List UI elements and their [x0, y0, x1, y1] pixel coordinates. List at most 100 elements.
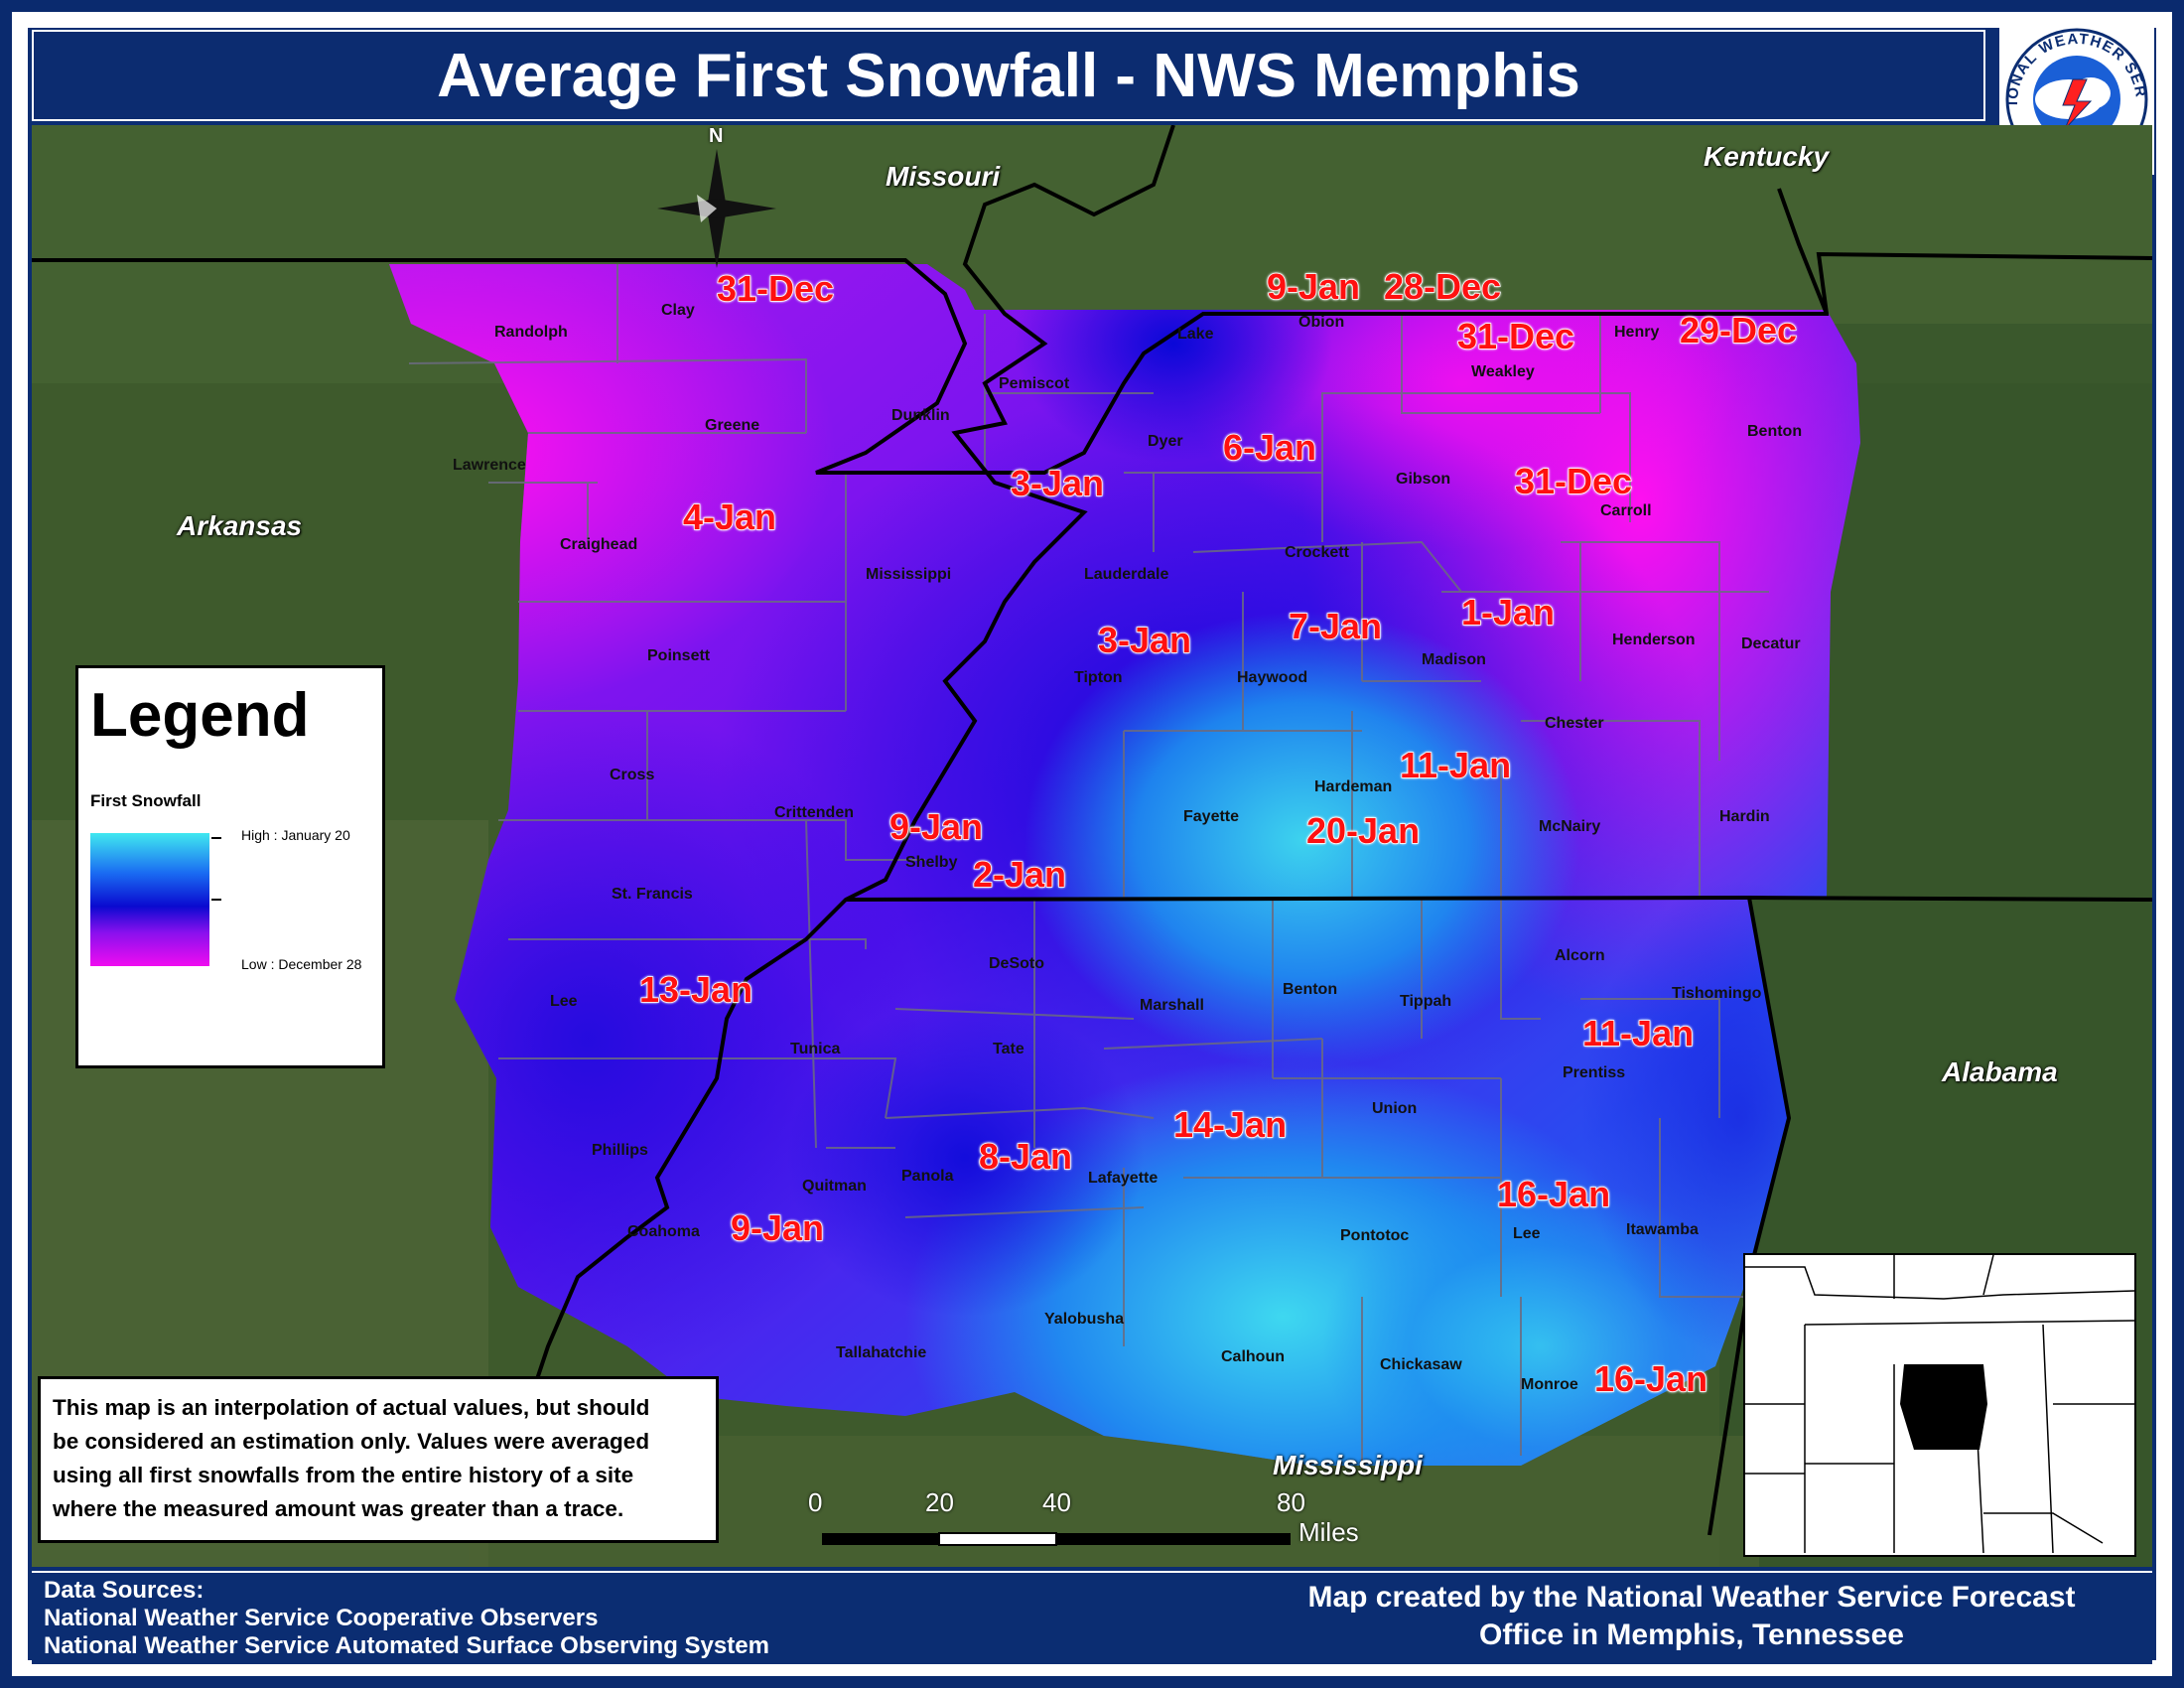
source-line: National Weather Service Cooperative Obs… [44, 1605, 599, 1631]
state-label-mississippi: Mississippi [1273, 1450, 1423, 1480]
county-label: Panola [901, 1168, 954, 1185]
county-label: Lake [1177, 326, 1214, 343]
county-label: Decatur [1741, 635, 1801, 652]
county-label: Hardin [1719, 808, 1770, 825]
county-label: Crittenden [774, 804, 854, 821]
county-label: Pemiscot [999, 375, 1070, 392]
ms-al-border [1707, 897, 1792, 1536]
date-label: 16-Jan [1593, 1357, 1708, 1400]
locator-highlight [1900, 1364, 1987, 1450]
county-label: Cross [610, 767, 655, 783]
date-label: 9-Jan [1266, 265, 1361, 308]
date-label: 8-Jan [978, 1135, 1073, 1178]
county-label: Benton [1283, 981, 1338, 998]
date-label: 16-Jan [1496, 1173, 1611, 1215]
county-label: St. Francis [612, 886, 693, 903]
page-title: Average First Snowfall - NWS Memphis [437, 41, 1580, 110]
date-label: 31-Dec [1514, 460, 1633, 502]
county-label: Shelby [905, 854, 958, 871]
state-label-kentucky: Kentucky [1704, 141, 1830, 172]
date-label: 31-Dec [1456, 315, 1575, 357]
legend-subtitle: First Snowfall [90, 791, 202, 810]
county-boundaries [408, 264, 1769, 1466]
county-label: Itawamba [1626, 1221, 1699, 1238]
source-line: National Weather Service Automated Surfa… [44, 1632, 769, 1659]
credit-line: Office in Memphis, Tennessee [1479, 1618, 1904, 1651]
scale-tick-label: 20 [925, 1487, 954, 1517]
legend-high-label: High : January 20 [241, 827, 350, 843]
locator-map-svg [1745, 1254, 2135, 1554]
county-label: Randolph [494, 324, 568, 341]
county-label: Carroll [1600, 502, 1652, 519]
scale-unit-label: Miles [1298, 1517, 1359, 1547]
date-label: 3-Jan [1097, 619, 1192, 661]
county-label: Tipton [1074, 669, 1123, 686]
date-label: 9-Jan [888, 805, 984, 848]
tn-ms-border [845, 895, 2153, 902]
state-label-arkansas: Arkansas [177, 510, 303, 541]
scale-tick-label: 80 [1277, 1487, 1305, 1517]
county-label: Poinsett [647, 647, 711, 664]
legend-tick [211, 899, 221, 901]
date-label: 31-Dec [716, 267, 835, 310]
county-label: Chester [1545, 715, 1604, 732]
date-label: 28-Dec [1383, 265, 1502, 308]
county-label: Lafayette [1088, 1170, 1159, 1187]
ky-notch [1777, 188, 1829, 315]
legend-title: Legend [90, 681, 310, 750]
county-label: Crockett [1285, 544, 1349, 561]
date-label: 1-Jan [1460, 591, 1556, 633]
county-label: Phillips [592, 1142, 648, 1159]
county-label: Tate [993, 1041, 1024, 1057]
county-label: Craighead [560, 536, 638, 553]
date-label: 13-Jan [638, 968, 753, 1011]
scale-bar [822, 1532, 1291, 1546]
county-label: DeSoto [989, 955, 1044, 972]
state-label-missouri: Missouri [886, 161, 1001, 192]
county-label: Quitman [802, 1178, 867, 1195]
county-label: Lawrence [453, 457, 526, 474]
county-label: Calhoun [1221, 1348, 1285, 1365]
legend-color-ramp [90, 833, 209, 966]
title-bar: Average First Snowfall - NWS Memphis [32, 30, 1985, 121]
county-label: Lee [1513, 1225, 1541, 1242]
locator-inset-map [1743, 1253, 2136, 1557]
county-label: Tallahatchie [836, 1344, 927, 1361]
county-label: Fayette [1183, 808, 1240, 825]
county-label: Greene [705, 417, 760, 434]
date-label: 11-Jan [1581, 1012, 1695, 1055]
date-label: 2-Jan [972, 853, 1067, 896]
footer: Data Sources: National Weather Service C… [32, 1571, 2152, 1664]
county-label: Prentiss [1563, 1064, 1626, 1081]
county-label: Lee [550, 993, 578, 1010]
note-line: where the measured amount was greater th… [53, 1496, 624, 1521]
date-label: 6-Jan [1222, 426, 1317, 469]
note-line: be considered an estimation only. Values… [53, 1429, 650, 1454]
date-label: 14-Jan [1172, 1103, 1288, 1146]
note-line: This map is an interpolation of actual v… [53, 1395, 650, 1420]
legend-low-label: Low : December 28 [241, 956, 362, 972]
county-label: Dunklin [891, 407, 950, 424]
legend-box: Legend First Snowfall High : January 20 … [75, 665, 385, 1068]
county-label: Weakley [1471, 363, 1535, 380]
scale-tick-label: 40 [1042, 1487, 1071, 1517]
county-label: Clay [661, 302, 695, 319]
date-label: 4-Jan [682, 495, 777, 538]
date-label: 7-Jan [1288, 605, 1383, 647]
date-label: 11-Jan [1399, 744, 1512, 786]
date-label: 20-Jan [1305, 809, 1421, 852]
county-label: Tippah [1400, 993, 1452, 1010]
county-label: Alcorn [1555, 947, 1605, 964]
sources-title: Data Sources: [44, 1577, 205, 1604]
credit-line: Map created by the National Weather Serv… [1307, 1581, 2076, 1614]
county-label: Pontotoc [1340, 1227, 1410, 1244]
county-label: Mississippi [866, 566, 952, 583]
county-label: Haywood [1237, 669, 1308, 686]
map-area[interactable]: N Missouri Kentucky Arkansas Alabama Mis… [22, 124, 2153, 1567]
disclaimer-note: This map is an interpolation of actual v… [38, 1376, 719, 1543]
county-label: Yalobusha [1044, 1311, 1125, 1328]
legend-tick [211, 837, 221, 839]
county-label: Benton [1747, 423, 1803, 440]
state-borders [22, 124, 2153, 1536]
county-label: Hardeman [1314, 778, 1393, 795]
